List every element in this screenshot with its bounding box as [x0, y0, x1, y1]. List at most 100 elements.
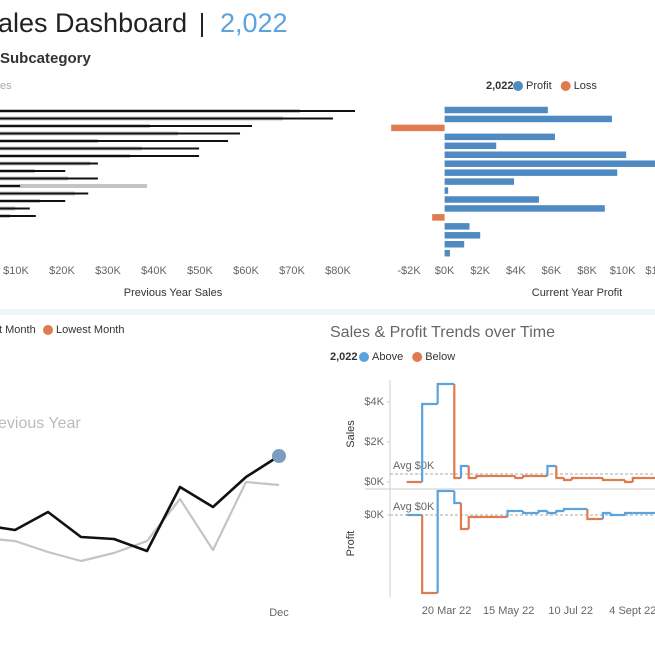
step-segment — [601, 478, 611, 482]
bar — [0, 155, 200, 157]
step-segment — [514, 476, 524, 480]
y-tick-label: $4K — [364, 396, 384, 408]
bar — [444, 232, 481, 239]
x-axis-title: Current Year Profit — [532, 287, 623, 299]
bar — [0, 207, 30, 210]
bar — [444, 241, 465, 248]
y-axis-title: Sales — [345, 420, 357, 448]
x-tick-label: $6K — [542, 265, 562, 277]
chart-title: Sales & Profit Trends over Time — [330, 324, 555, 341]
legend-label: Lowest Month — [56, 324, 124, 336]
bar — [444, 169, 618, 176]
bar — [0, 125, 252, 127]
step-segment — [467, 466, 477, 480]
bar — [391, 124, 445, 132]
bar — [0, 185, 21, 187]
bar — [0, 192, 89, 195]
x-tick-label: $8K — [577, 265, 597, 277]
bar — [0, 140, 229, 142]
dashboard-year: 2,022 — [220, 8, 288, 38]
step-segment — [421, 402, 430, 482]
x-tick-label: $50K — [187, 265, 213, 277]
bar — [0, 177, 98, 180]
x-tick-label: $10K — [3, 265, 29, 277]
y-tick-label: $0K — [364, 476, 384, 488]
bar — [0, 110, 356, 112]
x-axis-title: Previous Year Sales — [124, 287, 223, 299]
legend-swatch — [513, 81, 523, 91]
step-segment — [436, 382, 446, 404]
step-segment — [555, 509, 565, 513]
step-segment — [562, 478, 572, 482]
step-segment — [546, 464, 557, 476]
y-tick-label: $0K — [364, 509, 384, 521]
divider — [0, 309, 655, 315]
bar — [444, 249, 450, 257]
x-tick-label: 15 May 22 — [483, 605, 534, 617]
bar — [444, 151, 627, 158]
bar — [444, 178, 515, 185]
bar — [0, 162, 98, 165]
x-tick-label: $4K — [506, 265, 526, 277]
step-segment — [459, 464, 469, 478]
line — [0, 454, 280, 553]
section-note: es — [0, 80, 12, 92]
x-tick-label: $30K — [95, 265, 121, 277]
step-segment — [623, 511, 633, 515]
x-tick-label: $60K — [233, 265, 259, 277]
bar — [444, 133, 555, 141]
step-segment — [475, 474, 485, 478]
y-tick-label: $2K — [364, 436, 384, 448]
x-tick-label: $70K — [279, 265, 305, 277]
step-segment — [555, 466, 565, 480]
bar — [444, 223, 470, 230]
x-tick-label: $80K — [325, 265, 351, 277]
x-tick-label: -$2K — [397, 265, 421, 277]
x-tick-label: $10K — [610, 265, 636, 277]
annotation: evious Year — [0, 415, 81, 432]
bar — [444, 142, 497, 150]
bar — [444, 115, 612, 123]
step-segment — [601, 511, 611, 519]
x-tick-label: 10 Jul 22 — [548, 605, 593, 617]
step-segment — [570, 476, 580, 480]
line — [0, 480, 280, 563]
bar — [444, 187, 449, 194]
x-tick-label: $40K — [141, 265, 167, 277]
bar — [444, 160, 655, 167]
x-tick-label: $12K — [645, 265, 655, 277]
step-segment — [521, 511, 531, 515]
step-segment — [459, 503, 469, 531]
highlight-point — [272, 449, 286, 463]
avg-label: Avg $0K — [393, 501, 435, 513]
bar — [0, 200, 66, 202]
legend-label: Below — [425, 351, 455, 363]
bar — [0, 132, 241, 135]
step-segment — [537, 509, 548, 513]
x-tick-label: 4 Sept 22 — [609, 605, 655, 617]
dashboard-title: ales Dashboard — [0, 8, 187, 38]
step-segment — [623, 480, 633, 484]
bar — [0, 215, 36, 217]
x-tick-label: 20 Mar 22 — [422, 605, 472, 617]
legend-swatch — [560, 81, 571, 91]
step-segment — [453, 384, 461, 480]
step-segment — [546, 511, 557, 515]
legend-title: 2,022 — [486, 80, 514, 92]
legend-title: 2,022 — [330, 351, 358, 363]
step-segment — [631, 476, 641, 482]
legend-label: Loss — [574, 80, 598, 92]
x-tick-label: $20K — [49, 265, 75, 277]
legend-swatch — [43, 325, 53, 335]
bar — [444, 106, 548, 114]
bar — [432, 214, 445, 221]
avg-label: Avg $0K — [393, 460, 435, 472]
bar — [0, 147, 200, 150]
step-segment — [421, 515, 430, 595]
x-tick-label: $0K — [435, 265, 455, 277]
y-axis-title: Profit — [345, 531, 357, 557]
legend-label: Above — [372, 351, 403, 363]
x-tick-label: $2K — [470, 265, 490, 277]
legend-label: Profit — [526, 80, 552, 92]
